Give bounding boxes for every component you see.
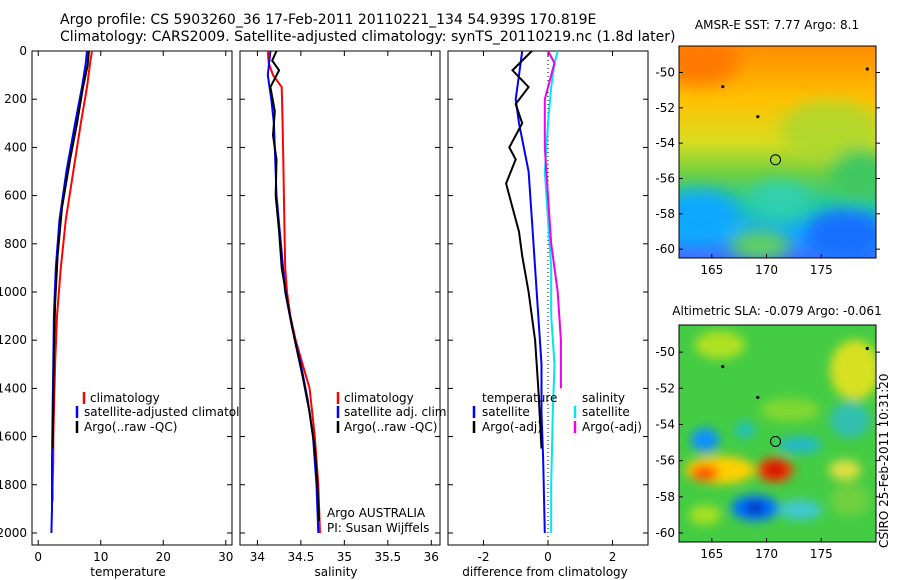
y-tick-label: 200: [4, 92, 27, 106]
series-satellite-adjusted-climatology-line: [50, 50, 88, 534]
difference-legend: temperature satellite Argo(-adj) salinit…: [472, 391, 642, 434]
x-tick-label: 170: [755, 263, 778, 277]
x-tick-label: -2: [477, 550, 489, 564]
y-tick-label: -52: [655, 381, 675, 395]
y-tick-label: -60: [655, 242, 675, 256]
series-argo-raw-qc-line: [269, 50, 321, 521]
header-line-2: Climatology: CARS2009. Satellite-adjuste…: [60, 29, 676, 45]
series-salinity-argo-adj-line: [543, 50, 562, 389]
series-salinity-satellite-line: [543, 50, 559, 533]
x-tick-label: 20: [156, 550, 171, 564]
x-tick-label: 35: [337, 550, 352, 564]
y-tick-label: -54: [655, 136, 675, 150]
x-tick-label: 2: [609, 550, 617, 564]
temperature-xlabel: temperature: [90, 565, 165, 579]
legend-sal-satellite: satellite: [582, 405, 630, 419]
y-tick-label: 800: [4, 237, 27, 251]
x-tick-label: 175: [810, 547, 833, 561]
y-tick-label: 2000: [0, 526, 27, 540]
series-climatology-line: [51, 50, 93, 502]
series-temperature-satellite-line: [514, 50, 546, 534]
y-tick-label: -56: [655, 172, 675, 186]
sst-map-panel: AMSR-E SST: 7.77 Argo: 8.1 165 170 175 -50 -…: [655, 18, 880, 277]
y-tick-label: 1400: [0, 381, 27, 395]
track-point: [865, 346, 869, 351]
difference-xlabel: difference from climatology: [462, 565, 628, 579]
argo-position-marker: [770, 435, 782, 447]
x-tick-label: 36: [424, 550, 439, 564]
y-tick-label: -58: [655, 490, 675, 504]
legend-climatology: climatology: [344, 391, 414, 405]
sla-heatmap: [679, 325, 876, 542]
y-tick-label: -52: [655, 101, 675, 115]
argo-position-marker: [770, 154, 782, 166]
y-tick-label: 1800: [0, 478, 27, 492]
csiro-timestamp: CSIRO 25-Feb-2011 10:31:20: [877, 373, 891, 548]
difference-panel: -2 0 2 difference from climatology tempera…: [447, 50, 649, 579]
argo-owner: Argo AUSTRALIA: [327, 506, 426, 520]
salinity-legend: climatology satellite adj. clim. Argo(..…: [336, 391, 450, 434]
x-tick-label: 35.5: [374, 550, 401, 564]
legend-temp-argo: Argo(-adj): [482, 420, 542, 434]
y-tick-label: -60: [655, 526, 675, 540]
track-point: [865, 67, 869, 71]
x-tick-label: 34.5: [288, 550, 315, 564]
temperature-panel: 0 10 20 30 0 200 400 600 800 1000 1200 1400 1600 1800…: [0, 44, 262, 579]
series-climatology-line: [266, 50, 321, 534]
y-tick-label: -54: [655, 417, 675, 431]
legend-temp-satellite: satellite: [482, 405, 530, 419]
legend-argo: Argo(..raw -QC): [344, 420, 437, 434]
sla-map-title: Altimetric SLA: -0.079 Argo: -0.061: [672, 304, 881, 318]
track-point: [721, 364, 725, 369]
legend-argo: Argo(..raw -QC): [84, 420, 177, 434]
x-tick-label: 165: [700, 263, 723, 277]
y-tick-label: 1000: [0, 285, 27, 299]
y-tick-label: -58: [655, 207, 675, 221]
series-argo-raw-qc-line: [51, 50, 90, 449]
argo-pi: PI: Susan Wijffels: [327, 521, 429, 535]
sst-heatmap: [679, 46, 876, 258]
x-tick-label: 165: [700, 547, 723, 561]
x-tick-label: 10: [93, 550, 108, 564]
sla-map-panel: Altimetric SLA: -0.079 Argo: -0.061: [655, 304, 881, 561]
temperature-legend: climatology satellite-adjusted climatolo…: [75, 391, 262, 434]
salinity-panel: 34 34.5 35 35.5 36 salinity climatology sate…: [239, 50, 450, 579]
series-temperature-argo-adj-line: [505, 50, 543, 449]
legend-climatology: climatology: [90, 391, 160, 405]
track-point: [721, 85, 725, 89]
y-tick-label: 600: [4, 189, 27, 203]
salinity-xlabel: salinity: [314, 565, 357, 579]
temperature-axes-frame: [31, 50, 233, 546]
x-tick-label: 175: [810, 263, 833, 277]
salinity-axes-frame: [239, 50, 441, 546]
legend-salinity-heading: salinity: [582, 391, 625, 405]
x-tick-label: 34: [250, 550, 265, 564]
y-tick-label: 0: [19, 44, 27, 58]
header-line-1: Argo profile: CS 5903260_36 17-Feb-2011 …: [60, 12, 597, 28]
y-tick-label: 400: [4, 140, 27, 154]
x-tick-label: 0: [544, 550, 552, 564]
legend-satellite-adjusted: satellite-adjusted climatology: [84, 405, 262, 419]
sst-map-title: AMSR-E SST: 7.77 Argo: 8.1: [695, 18, 859, 32]
x-tick-label: 30: [218, 550, 233, 564]
y-tick-label: -50: [655, 345, 675, 359]
x-tick-label: 170: [755, 547, 778, 561]
track-point: [756, 395, 760, 399]
y-tick-label: 1600: [0, 430, 27, 444]
legend-sal-argo: Argo(-adj): [582, 420, 642, 434]
track-point: [756, 115, 760, 119]
x-tick-label: 0: [34, 550, 42, 564]
y-tick-label: -56: [655, 454, 675, 468]
legend-temperature-heading: temperature: [482, 391, 557, 405]
y-tick-label: -50: [655, 66, 675, 80]
y-tick-label: 1200: [0, 333, 27, 347]
legend-satellite-adj: satellite adj. clim.: [344, 405, 450, 419]
